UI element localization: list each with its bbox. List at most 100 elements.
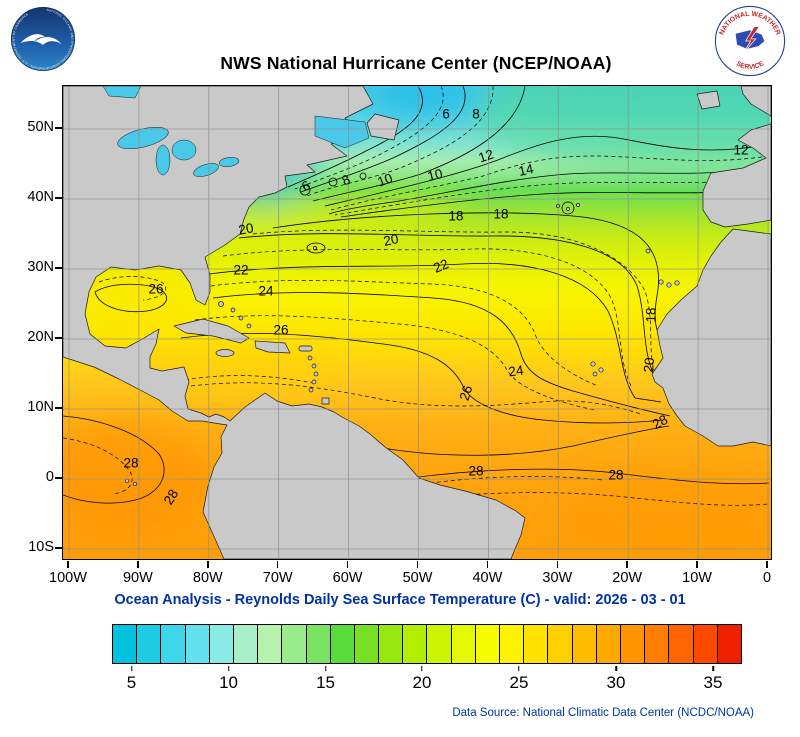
colorbar-cell xyxy=(524,625,549,663)
lon-tick xyxy=(626,561,628,568)
lon-tick-label: 30W xyxy=(542,570,573,586)
land-europe-iberia xyxy=(702,123,771,228)
colorbar-cell xyxy=(209,625,234,663)
colorbar xyxy=(112,624,742,664)
colorbar-tick-label: 25 xyxy=(509,673,529,692)
colorbar-cell xyxy=(427,625,452,663)
lon-tick-label: 0 xyxy=(762,570,772,586)
lat-tick-label: 0 xyxy=(45,469,54,485)
gulf-st-lawrence xyxy=(314,115,370,149)
island-newfoundland xyxy=(366,113,400,141)
lat-tick xyxy=(55,337,62,339)
lon-tick xyxy=(346,561,349,568)
lon-tick xyxy=(207,561,209,568)
lon-tick-label: 10W xyxy=(682,570,712,586)
lake-huron xyxy=(171,139,197,161)
colorbar-cell xyxy=(596,625,621,663)
lon-tick-label: 60W xyxy=(332,570,363,586)
lat-tick xyxy=(55,477,62,479)
land-europe-uk xyxy=(740,86,771,117)
lon-tick xyxy=(696,561,698,568)
sst-map-canvas xyxy=(63,86,771,559)
inland-water xyxy=(102,86,370,177)
lon-tick xyxy=(276,561,279,568)
colorbar-tick xyxy=(421,666,423,671)
colorbar-cell xyxy=(620,625,646,663)
lon-tick-label: 100W xyxy=(49,570,87,586)
colorbar-cell xyxy=(451,625,476,663)
lat-tick xyxy=(55,267,62,269)
landmasses xyxy=(63,86,771,559)
data-source-note: Data Source: National Climatic Data Cent… xyxy=(452,707,754,719)
colorbar-tick xyxy=(518,666,520,671)
colorbar-tick-label: 35 xyxy=(703,673,723,692)
colorbar-cell xyxy=(379,625,404,663)
colorbar-tick-label: 20 xyxy=(412,673,432,692)
land-americas xyxy=(63,86,526,559)
colorbar-tick-label: 10 xyxy=(219,673,239,692)
colorbar-cell xyxy=(137,625,162,663)
lat-tick xyxy=(55,197,62,199)
land-europe-ireland xyxy=(696,90,721,110)
island-puerto-rico xyxy=(298,345,313,352)
lon-tick-label: 20W xyxy=(612,570,643,586)
colorbar-tick-label: 15 xyxy=(316,673,336,692)
noaa-logo-icon: NATIONAL OCEANIC AND ATMOSPHERIC ADMINIS… xyxy=(10,6,76,72)
island-trinidad xyxy=(321,397,330,405)
lake-ontario xyxy=(218,157,240,167)
colorbar-cell xyxy=(500,625,525,663)
lat-tick xyxy=(55,407,62,409)
page-title: NWS National Hurricane Center (NCEP/NOAA… xyxy=(220,53,612,73)
colorbar-tick xyxy=(130,666,133,671)
lat-tick-label: 10N xyxy=(27,399,54,415)
colorbar-tick xyxy=(227,666,230,671)
noaa-gull-icon xyxy=(20,34,62,45)
sst-contours xyxy=(63,86,770,504)
lon-tick-label: 80W xyxy=(192,570,223,586)
graticule xyxy=(63,86,771,559)
colorbar-cell xyxy=(403,625,428,663)
colorbar-cell xyxy=(669,625,694,663)
lat-tick-label: 50N xyxy=(27,119,54,135)
colorbar-cell xyxy=(548,625,573,663)
lon-tick xyxy=(416,561,419,568)
colorbar-tick-label: 30 xyxy=(606,673,626,692)
lon-tick-label: 50W xyxy=(402,570,433,586)
colorbar-tick xyxy=(615,666,617,671)
colorbar-cell xyxy=(693,625,718,663)
colorbar-tick-label: 5 xyxy=(126,673,137,692)
colorbar-tick xyxy=(324,666,327,671)
lon-tick xyxy=(137,561,139,568)
lake-michigan xyxy=(155,144,171,176)
colorbar-cell xyxy=(354,625,380,663)
sst-contours-dashed xyxy=(63,86,770,506)
lat-tick xyxy=(55,547,62,549)
lake-erie xyxy=(193,163,219,177)
hudson-bay xyxy=(102,86,142,99)
map-caption: Ocean Analysis - Reynolds Daily Sea Surf… xyxy=(114,592,686,608)
lon-tick-label: 40W xyxy=(472,570,503,586)
colorbar-cell xyxy=(330,625,355,663)
island-jamaica xyxy=(215,349,235,357)
lon-tick-label: 70W xyxy=(262,570,293,586)
lat-tick-label: 40N xyxy=(27,189,54,205)
lon-tick xyxy=(67,561,69,568)
colorbar-cell xyxy=(233,625,259,663)
colorbar-cell xyxy=(717,625,741,663)
sst-map: 6 8 12 14 12 6 8 10 10 18 18 20 20 22 22 24 26 26 24 26 18 20… xyxy=(62,85,772,560)
lat-tick-label: 20N xyxy=(27,329,54,345)
island-bermuda xyxy=(313,246,317,250)
lat-tick-label: 30N xyxy=(27,259,54,275)
lon-tick xyxy=(556,561,559,568)
colorbar-cell xyxy=(572,625,597,663)
colorbar-tick xyxy=(712,666,714,671)
colorbar-cell xyxy=(185,625,210,663)
colorbar-cell xyxy=(258,625,283,663)
lat-tick-label: 10S xyxy=(28,539,54,555)
colorbar-cell xyxy=(645,625,670,663)
lon-tick xyxy=(486,561,489,568)
nws-lightning-icon xyxy=(742,26,761,55)
lon-tick-label: 90W xyxy=(122,570,153,586)
nws-logo-icon: NATIONAL WEATHER SERVICE xyxy=(714,5,786,77)
